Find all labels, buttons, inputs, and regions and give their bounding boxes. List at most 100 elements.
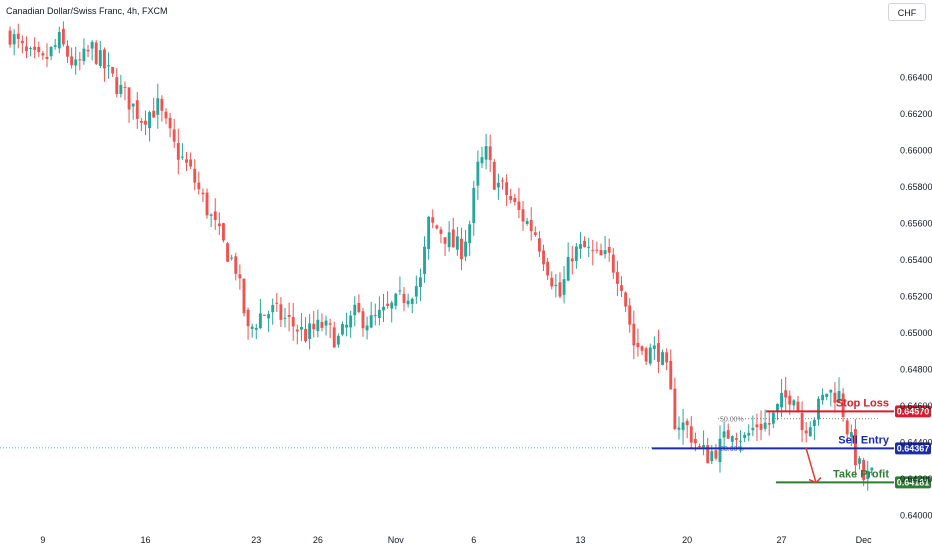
candle	[546, 257, 550, 280]
candle	[139, 117, 143, 131]
x-tick-label: 23	[251, 535, 261, 545]
candle	[767, 411, 771, 436]
currency-button[interactable]: CHF	[888, 3, 926, 21]
candle	[583, 236, 587, 248]
y-tick-label: 0.66400	[900, 72, 932, 82]
candle	[435, 224, 439, 230]
candle	[115, 68, 119, 98]
level-label: Sell Entry	[838, 434, 890, 446]
candle	[222, 222, 225, 243]
candle	[460, 227, 463, 271]
svg-text:0.64367: 0.64367	[897, 443, 930, 453]
candle	[156, 83, 160, 129]
candle	[570, 245, 574, 275]
candle	[837, 377, 841, 404]
candle	[763, 409, 767, 432]
candle	[599, 243, 603, 256]
candle	[443, 237, 447, 256]
candle	[398, 276, 402, 296]
candle	[755, 413, 759, 441]
candle	[103, 47, 106, 82]
candle	[312, 311, 316, 338]
candle	[743, 432, 747, 443]
candle	[726, 423, 730, 439]
candle	[706, 437, 710, 464]
candle	[82, 38, 86, 65]
candle	[476, 150, 480, 200]
candle	[423, 236, 426, 283]
candle	[652, 336, 656, 360]
candle	[496, 173, 500, 200]
candle	[373, 303, 377, 326]
candle	[464, 229, 468, 262]
candle	[468, 220, 472, 257]
candle	[131, 103, 135, 120]
candle	[538, 231, 541, 258]
candle	[542, 244, 545, 271]
candle	[427, 215, 431, 260]
x-tick-label: 16	[140, 535, 150, 545]
candle	[611, 248, 615, 279]
candle	[176, 128, 180, 175]
candle	[734, 432, 738, 450]
candle	[361, 307, 365, 337]
x-tick-label: 27	[777, 535, 787, 545]
y-tick-label: 0.64800	[900, 364, 932, 374]
candle	[263, 314, 266, 316]
candle	[332, 321, 336, 348]
candle	[308, 314, 312, 350]
candle	[607, 238, 611, 262]
candle	[747, 424, 751, 442]
price-axis[interactable]: 0.66400 0.66200 0.66000 0.65800 0.65600 0.654…	[900, 72, 932, 520]
candle	[849, 424, 853, 447]
candle	[636, 328, 640, 357]
candle	[665, 348, 669, 371]
y-tick-label: 0.64400	[900, 437, 932, 447]
y-tick-label: 0.64200	[900, 474, 932, 484]
candle	[16, 23, 20, 49]
candle	[283, 308, 287, 328]
candle	[119, 74, 123, 98]
y-tick-label: 0.65600	[900, 218, 932, 228]
candle	[439, 226, 443, 244]
price-tag: 0.64570	[895, 405, 931, 418]
candle	[620, 276, 623, 298]
candle	[365, 316, 369, 340]
candle	[86, 44, 90, 58]
svg-text:0.64570: 0.64570	[897, 406, 930, 416]
y-tick-label: 0.66000	[900, 145, 932, 155]
candle	[829, 389, 833, 407]
candle	[144, 110, 147, 136]
candle	[513, 193, 517, 206]
candle	[37, 41, 41, 57]
candle	[394, 292, 398, 310]
price-tag: 0.64181	[895, 476, 931, 489]
candle	[94, 40, 98, 66]
candle	[579, 232, 582, 259]
level-label: Take Profit	[833, 468, 889, 480]
candle	[53, 38, 57, 50]
candle	[624, 291, 628, 312]
projection-arrow	[805, 447, 822, 484]
time-axis[interactable]: 9162326Nov6132027Dec6	[40, 535, 932, 545]
candle	[74, 46, 78, 75]
y-tick-label: 0.66200	[900, 109, 932, 119]
candle	[246, 307, 250, 340]
candle	[267, 310, 271, 332]
candle	[808, 421, 812, 437]
candle	[291, 303, 295, 341]
candle	[591, 239, 595, 266]
candle	[168, 112, 172, 138]
candle	[501, 177, 504, 190]
candle	[238, 264, 242, 290]
candle	[148, 110, 152, 142]
candle	[714, 443, 718, 461]
candle	[488, 134, 492, 173]
candle	[164, 108, 168, 125]
candle	[189, 152, 193, 170]
y-tick-label: 0.65200	[900, 291, 932, 301]
candle	[521, 200, 525, 231]
candle	[336, 333, 340, 348]
